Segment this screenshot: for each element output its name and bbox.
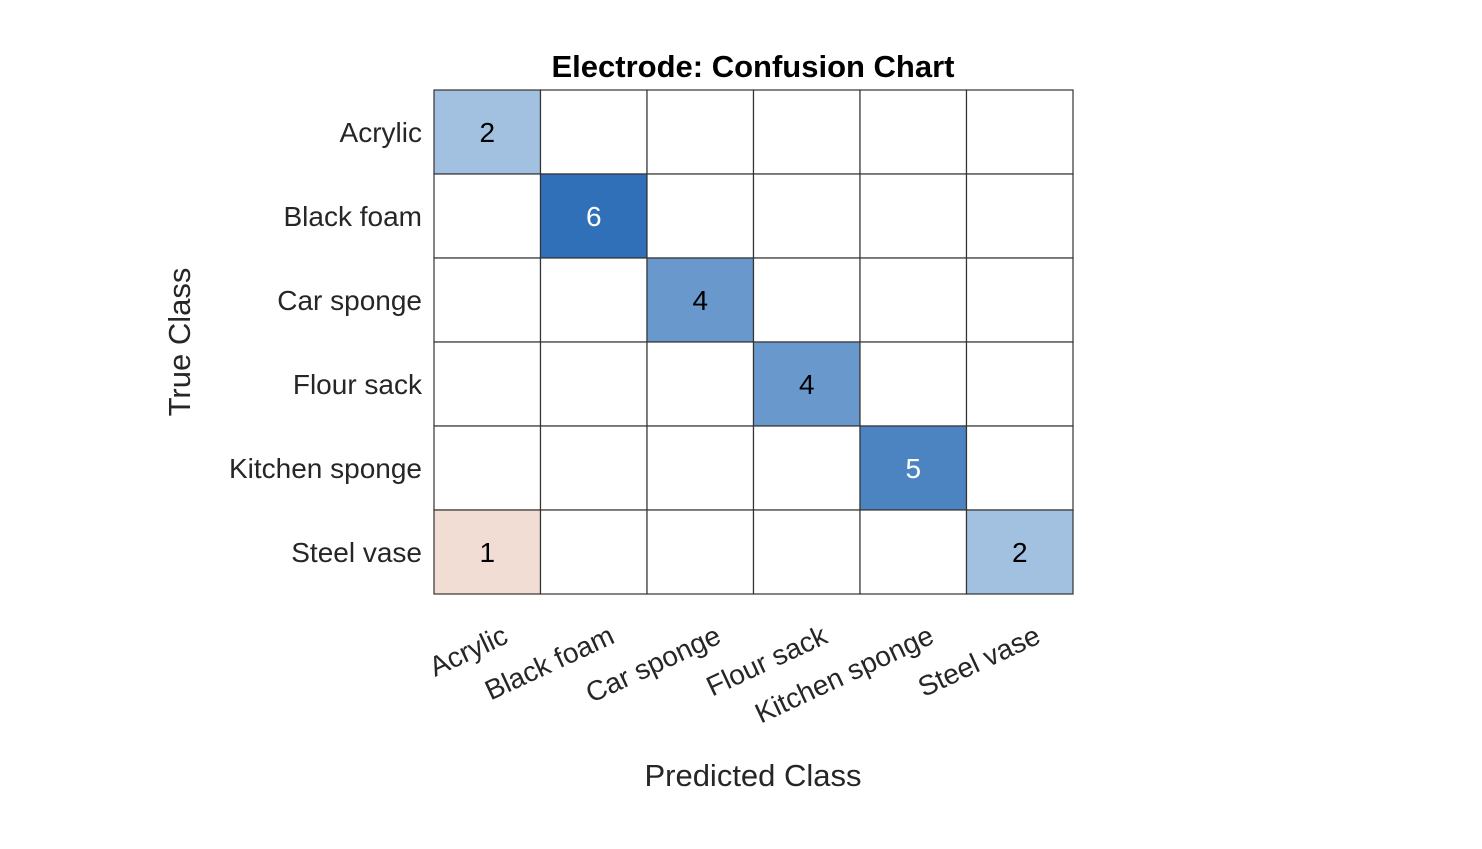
matrix-cell-flour-sack-black-foam	[539, 341, 648, 427]
matrix-cell-kitchen-sponge-steel-vase	[965, 425, 1074, 511]
matrix-cell-black-foam-car-sponge	[646, 173, 755, 259]
matrix-cell-car-sponge-black-foam	[539, 257, 648, 343]
cell-value-steel-vase-steel-vase: 2	[1012, 537, 1028, 568]
matrix-cell-kitchen-sponge-flour-sack	[752, 425, 861, 511]
x-tick-label-kitchen-sponge: Kitchen sponge	[750, 619, 938, 729]
y-tick-label-acrylic: Acrylic	[340, 117, 422, 148]
matrix-cell-flour-sack-steel-vase	[965, 341, 1074, 427]
y-tick-label-flour-sack: Flour sack	[293, 369, 423, 400]
chart-title: Electrode: Confusion Chart	[551, 49, 954, 84]
y-tick-label-kitchen-sponge: Kitchen sponge	[229, 453, 422, 484]
matrix-cell-steel-vase-acrylic	[433, 509, 542, 595]
y-tick-label-car-sponge: Car sponge	[277, 285, 422, 316]
y-axis-label: True Class	[162, 268, 197, 417]
matrix-cell-steel-vase-kitchen-sponge	[859, 509, 968, 595]
matrix-cell-black-foam-steel-vase	[965, 173, 1074, 259]
matrix-cell-kitchen-sponge-black-foam	[539, 425, 648, 511]
matrix-cell-steel-vase-black-foam	[539, 509, 648, 595]
cell-value-flour-sack-flour-sack: 4	[799, 369, 815, 400]
cell-value-steel-vase-acrylic: 1	[479, 537, 495, 568]
matrix-cell-car-sponge-acrylic	[433, 257, 542, 343]
matrix-cell-acrylic-steel-vase	[965, 89, 1074, 175]
cell-values: 2 6 4 4 5 1 2	[479, 117, 1027, 568]
matrix-cell-acrylic-kitchen-sponge	[859, 89, 968, 175]
matrix-cell-acrylic-flour-sack	[752, 89, 861, 175]
matrix-cell-steel-vase-steel-vase	[965, 509, 1074, 595]
matrix-cell-steel-vase-car-sponge	[646, 509, 755, 595]
matrix-cell-car-sponge-kitchen-sponge	[859, 257, 968, 343]
cell-value-acrylic-acrylic: 2	[479, 117, 495, 148]
y-tick-label-steel-vase: Steel vase	[291, 537, 422, 568]
matrix-cell-acrylic-acrylic	[433, 89, 542, 175]
matrix-cell-acrylic-car-sponge	[646, 89, 755, 175]
matrix-cell-kitchen-sponge-acrylic	[433, 425, 542, 511]
matrix-cell-car-sponge-steel-vase	[965, 257, 1074, 343]
cell-value-car-sponge-car-sponge: 4	[692, 285, 708, 316]
matrix-cell-black-foam-flour-sack	[752, 173, 861, 259]
matrix-cell-car-sponge-car-sponge	[646, 257, 755, 343]
matrix-cell-flour-sack-flour-sack	[752, 341, 861, 427]
matrix-cell-kitchen-sponge-kitchen-sponge	[859, 425, 968, 511]
x-axis-label: Predicted Class	[644, 758, 861, 793]
cell-value-black-foam-black-foam: 6	[586, 201, 602, 232]
y-tick-labels: Acrylic Black foam Car sponge Flour sack Kit…	[229, 117, 423, 568]
matrix-cell-black-foam-kitchen-sponge	[859, 173, 968, 259]
matrix-cell-black-foam-black-foam	[539, 173, 648, 259]
x-tick-label-steel-vase: Steel vase	[913, 619, 1045, 702]
y-tick-label-black-foam: Black foam	[284, 201, 423, 232]
matrix-cell-car-sponge-flour-sack	[752, 257, 861, 343]
matrix-cells	[433, 89, 1074, 595]
matrix-cell-steel-vase-flour-sack	[752, 509, 861, 595]
matrix-cell-kitchen-sponge-car-sponge	[646, 425, 755, 511]
matrix-cell-flour-sack-kitchen-sponge	[859, 341, 968, 427]
matrix-cell-black-foam-acrylic	[433, 173, 542, 259]
matrix-cell-flour-sack-car-sponge	[646, 341, 755, 427]
cell-value-kitchen-sponge-kitchen-sponge: 5	[905, 453, 921, 484]
matrix-cell-acrylic-black-foam	[539, 89, 648, 175]
matrix-cell-flour-sack-acrylic	[433, 341, 542, 427]
